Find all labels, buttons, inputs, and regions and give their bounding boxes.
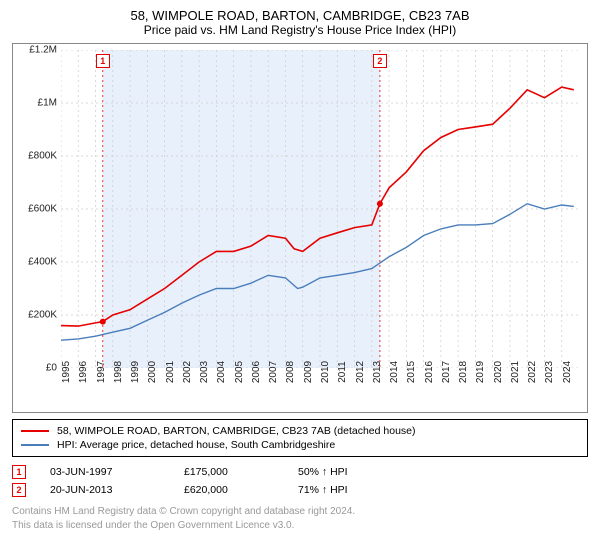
- x-tick-label: 2014: [389, 361, 400, 383]
- y-tick-label: £1M: [38, 98, 57, 109]
- y-tick-label: £200K: [28, 310, 57, 321]
- x-tick-label: 2004: [216, 361, 227, 383]
- x-tick-label: 2022: [527, 361, 538, 383]
- legend-item: HPI: Average price, detached house, Sout…: [21, 438, 579, 452]
- x-tick-label: 2020: [493, 361, 504, 383]
- sale-marker-icon: 2: [12, 483, 26, 497]
- x-tick-label: 2003: [199, 361, 210, 383]
- x-tick-label: 2019: [475, 361, 486, 383]
- x-tick-label: 2007: [268, 361, 279, 383]
- chart-title: 58, WIMPOLE ROAD, BARTON, CAMBRIDGE, CB2…: [12, 8, 588, 23]
- x-tick-label: 2006: [251, 361, 262, 383]
- footer-attribution: Contains HM Land Registry data © Crown c…: [12, 505, 588, 532]
- x-tick-label: 1996: [78, 361, 89, 383]
- y-tick-label: £0: [46, 363, 57, 374]
- x-tick-label: 2017: [441, 361, 452, 383]
- x-tick-label: 1999: [130, 361, 141, 383]
- x-tick-label: 1998: [113, 361, 124, 383]
- sale-marker-2: 2: [373, 54, 387, 68]
- x-tick-label: 2023: [544, 361, 555, 383]
- x-tick-label: 2012: [355, 361, 366, 383]
- x-tick-label: 2016: [424, 361, 435, 383]
- legend-item: 58, WIMPOLE ROAD, BARTON, CAMBRIDGE, CB2…: [21, 424, 579, 438]
- x-tick-label: 2013: [372, 361, 383, 383]
- chart-svg: [61, 50, 579, 368]
- footer-line1: Contains HM Land Registry data © Crown c…: [12, 505, 588, 519]
- legend-swatch: [21, 430, 49, 432]
- y-tick-label: £400K: [28, 257, 57, 268]
- legend-label: 58, WIMPOLE ROAD, BARTON, CAMBRIDGE, CB2…: [57, 425, 416, 437]
- y-tick-label: £800K: [28, 151, 57, 162]
- y-tick-label: £1.2M: [29, 45, 57, 56]
- x-tick-label: 2008: [285, 361, 296, 383]
- y-tick-label: £600K: [28, 204, 57, 215]
- sale-delta: 50% ↑ HPI: [298, 466, 348, 478]
- sale-marker-icon: 1: [12, 465, 26, 479]
- footer-line2: This data is licensed under the Open Gov…: [12, 519, 588, 533]
- sale-row: 1 03-JUN-1997 £175,000 50% ↑ HPI: [12, 463, 588, 481]
- x-tick-label: 2000: [147, 361, 158, 383]
- sale-price: £620,000: [184, 484, 274, 496]
- plot-area: 12: [61, 50, 579, 368]
- x-tick-label: 1995: [61, 361, 72, 383]
- x-tick-label: 2009: [303, 361, 314, 383]
- legend-swatch: [21, 444, 49, 446]
- chart-subtitle: Price paid vs. HM Land Registry's House …: [12, 23, 588, 37]
- chart-container: £0£200K£400K£600K£800K£1M£1.2M 12 199519…: [12, 43, 588, 413]
- legend-label: HPI: Average price, detached house, Sout…: [57, 439, 335, 451]
- sale-date: 03-JUN-1997: [50, 466, 160, 478]
- x-tick-label: 2010: [320, 361, 331, 383]
- sale-delta: 71% ↑ HPI: [298, 484, 348, 496]
- sale-price: £175,000: [184, 466, 274, 478]
- x-tick-label: 2021: [510, 361, 521, 383]
- sale-date: 20-JUN-2013: [50, 484, 160, 496]
- y-axis: £0£200K£400K£600K£800K£1M£1.2M: [13, 50, 61, 368]
- sale-row: 2 20-JUN-2013 £620,000 71% ↑ HPI: [12, 481, 588, 499]
- sales-table: 1 03-JUN-1997 £175,000 50% ↑ HPI 2 20-JUN-201…: [12, 463, 588, 499]
- legend: 58, WIMPOLE ROAD, BARTON, CAMBRIDGE, CB2…: [12, 419, 588, 457]
- x-tick-label: 2001: [165, 361, 176, 383]
- x-tick-label: 1997: [96, 361, 107, 383]
- x-tick-label: 2005: [234, 361, 245, 383]
- x-tick-label: 2015: [406, 361, 417, 383]
- x-axis: 1995199619971998199920002001200220032004…: [61, 368, 579, 412]
- x-tick-label: 2002: [182, 361, 193, 383]
- sale-marker-1: 1: [96, 54, 110, 68]
- x-tick-label: 2011: [337, 361, 348, 383]
- x-tick-label: 2018: [458, 361, 469, 383]
- x-tick-label: 2024: [562, 361, 573, 383]
